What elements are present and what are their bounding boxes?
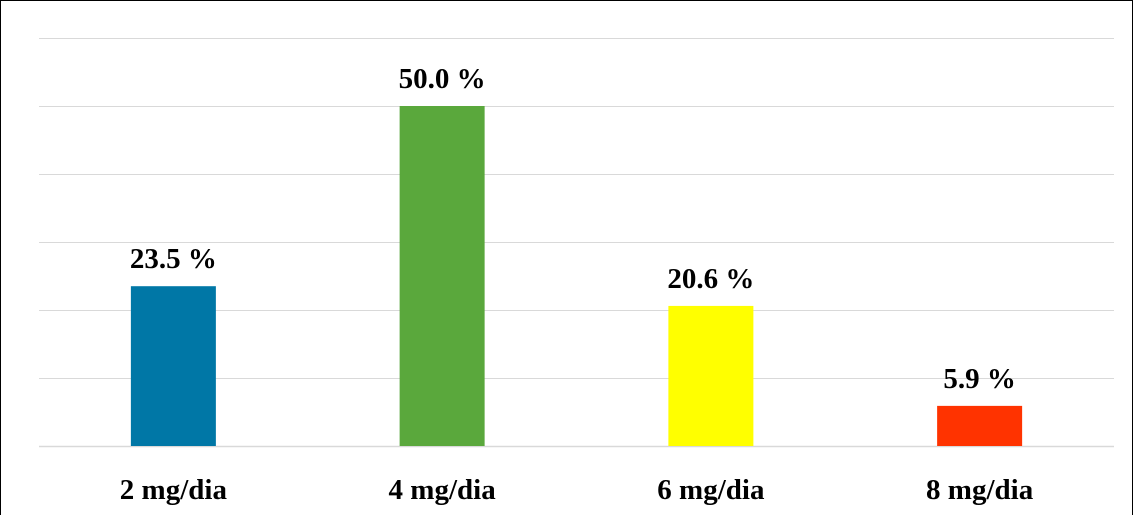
bar bbox=[130, 286, 216, 446]
gridlines bbox=[39, 38, 1114, 448]
bar bbox=[937, 405, 1023, 446]
data-labels: 23.5 % 50.0 % 20.6 % 5.9 % bbox=[130, 63, 1016, 395]
category-label: 8 mg/dia bbox=[926, 474, 1034, 506]
data-label: 50.0 % bbox=[399, 63, 486, 95]
data-label: 20.6 % bbox=[667, 263, 754, 295]
bars bbox=[130, 106, 1023, 446]
bar bbox=[668, 305, 754, 446]
data-label: 23.5 % bbox=[130, 243, 217, 275]
data-label: 5.9 % bbox=[943, 363, 1016, 395]
category-label: 2 mg/dia bbox=[120, 474, 228, 506]
category-labels: 2 mg/dia 4 mg/dia 6 mg/dia 8 mg/dia bbox=[120, 474, 1034, 506]
category-label: 4 mg/dia bbox=[389, 474, 497, 506]
category-label: 6 mg/dia bbox=[657, 474, 765, 506]
bar bbox=[399, 106, 485, 446]
